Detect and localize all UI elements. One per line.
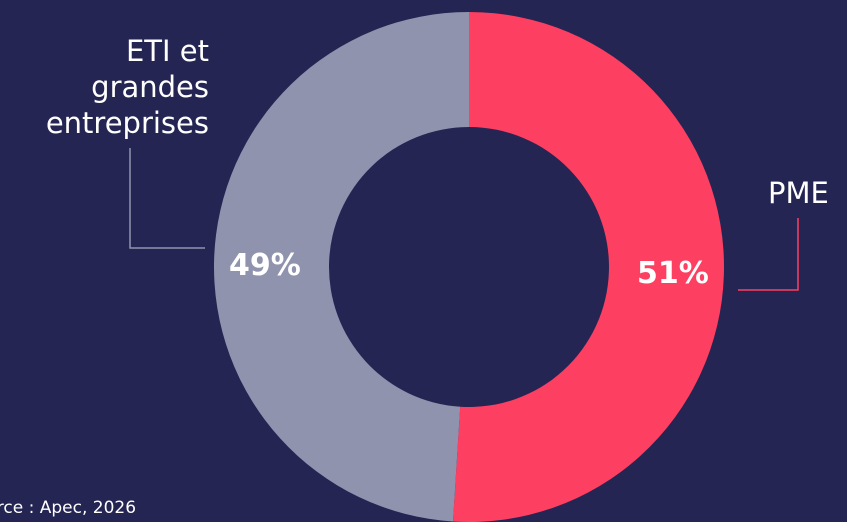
- slice-label-eti-line-3: entreprises: [45, 106, 209, 140]
- slice-label-pme: PME: [768, 176, 829, 210]
- source-note: urce : Apec, 2026: [0, 498, 137, 518]
- leader-line-pme: [738, 218, 799, 291]
- donut-slices: [213, 12, 724, 522]
- value-label-pme: 51%: [637, 256, 709, 291]
- value-label-eti: 49%: [229, 248, 301, 283]
- slice-label-eti-line-2: grandes: [91, 70, 209, 104]
- leader-line-eti: [129, 148, 205, 249]
- slice-label-eti: ETI et grandes entreprises: [0, 33, 209, 141]
- donut-slice-eti: [213, 12, 469, 522]
- donut-slice-pme: [452, 12, 724, 522]
- slice-label-eti-line-1: ETI et: [125, 34, 209, 68]
